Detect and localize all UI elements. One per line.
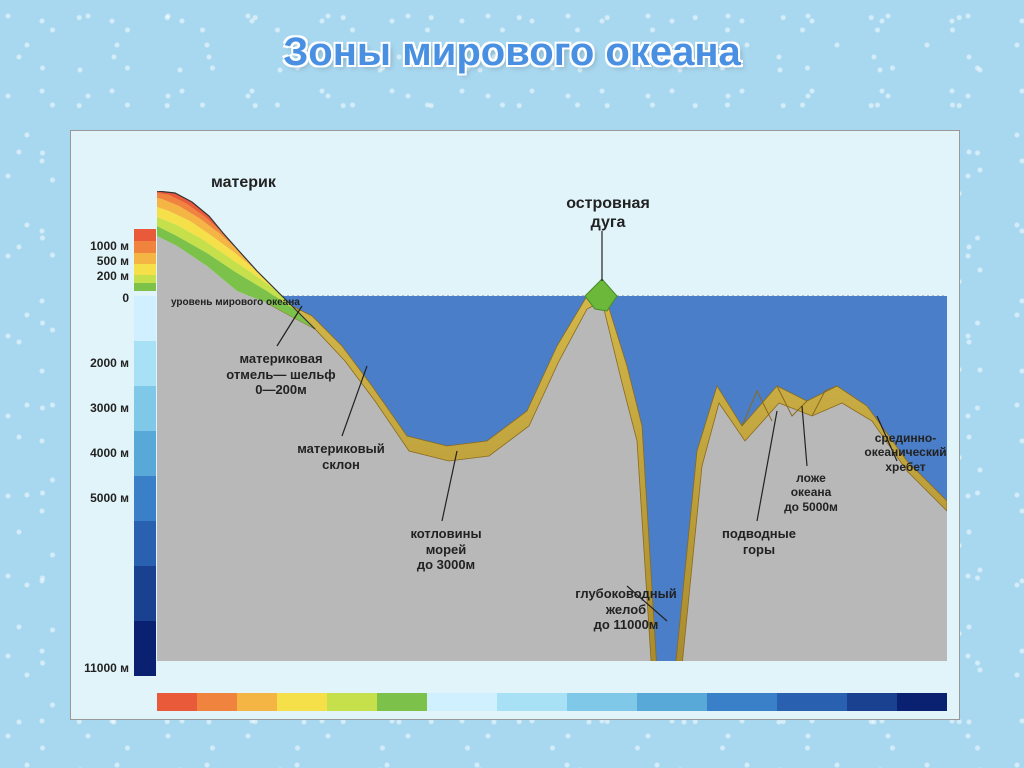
y-tick-label: 500 м [74, 254, 129, 268]
y-tick-label: 200 м [74, 269, 129, 283]
y-tick-label: 1000 м [74, 239, 129, 253]
ocean-zones-diagram: 1000 м500 м200 м 0 2000 м 3000 м 4000 м 5000 … [70, 130, 960, 720]
label-sealevel: уровень мирового океана [171, 297, 300, 309]
elevation-colorbar [134, 229, 156, 291]
depth-colorbar [134, 296, 156, 676]
label-basin: котловины морей до 3000м [391, 526, 501, 573]
label-seamount: подводные горы [709, 526, 809, 557]
y-tick-label: 5000 м [74, 491, 129, 505]
y-tick-label: 11000 м [74, 661, 129, 675]
label-continent: материк [211, 173, 276, 192]
label-slope: материковый склон [281, 441, 401, 472]
y-tick-label: 4000 м [74, 446, 129, 460]
y-tick-label: 0 [74, 291, 129, 305]
page-title: Зоны мирового океана [283, 30, 741, 75]
label-ridge: срединно- океанический хребет [853, 431, 958, 474]
y-tick-label: 3000 м [74, 401, 129, 415]
horizontal-colorbar [157, 693, 947, 711]
label-trench: глубоководный желоб до 11000м [551, 586, 701, 633]
label-islandarc: островная дуга [553, 194, 663, 232]
label-shelf: материковая отмель— шельф 0—200м [221, 351, 341, 398]
label-oceanfloor: ложе океана до 5000м [771, 471, 851, 514]
y-tick-label: 2000 м [74, 356, 129, 370]
